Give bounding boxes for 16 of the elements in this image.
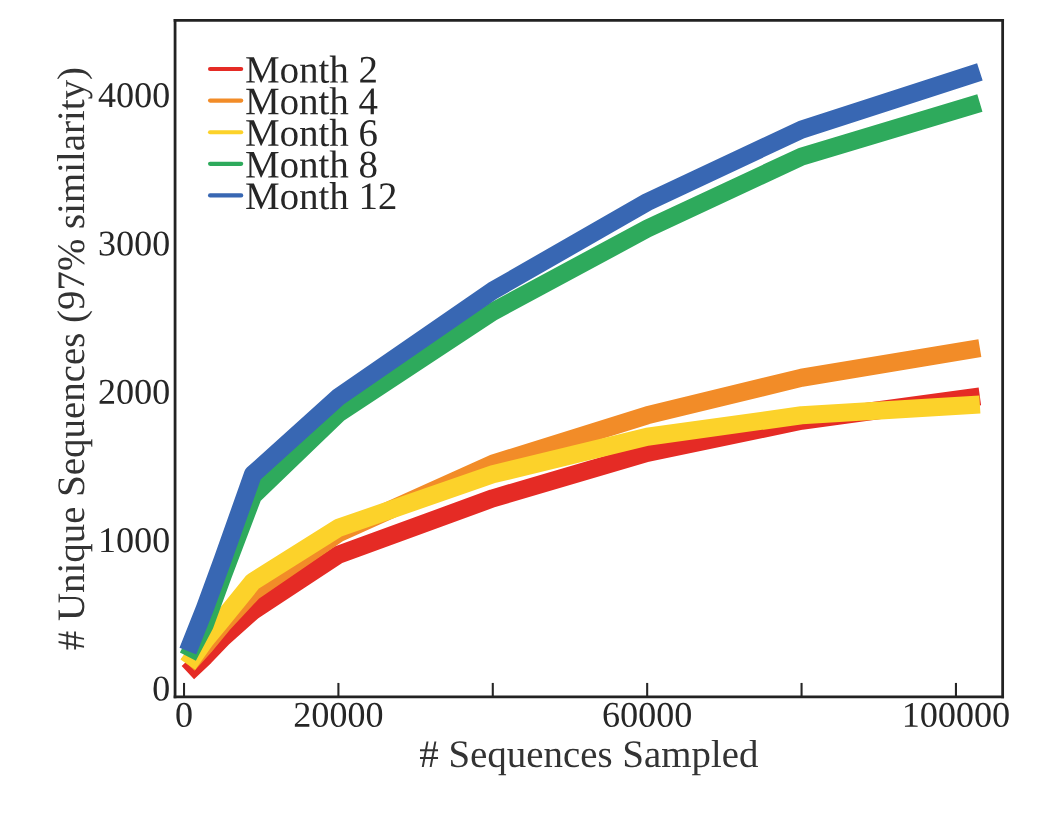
- legend-label: Month 8: [246, 150, 377, 178]
- x-tick-label: 20000: [294, 702, 383, 728]
- x-tick-label: 100000: [904, 702, 1009, 728]
- y-tick-label: 1000: [101, 528, 169, 553]
- legend-label: Month 4: [246, 87, 378, 115]
- y-tick-label: 3000: [99, 231, 169, 256]
- y-tick-label: 2000: [99, 379, 169, 405]
- legend-label: Month 6: [246, 118, 377, 147]
- y-axis-title: # Unique Sequences (97% similarity): [57, 68, 93, 650]
- y-tick-label: 0: [153, 676, 169, 701]
- x-tick-label: 0: [176, 702, 192, 728]
- y-tick-label: 4000: [98, 83, 169, 108]
- x-axis-title: # Sequences Sampled: [420, 739, 758, 776]
- x-tick-label: 60000: [603, 702, 691, 728]
- legend-label: Month 2: [246, 55, 376, 83]
- legend-label: Month 12: [246, 182, 396, 210]
